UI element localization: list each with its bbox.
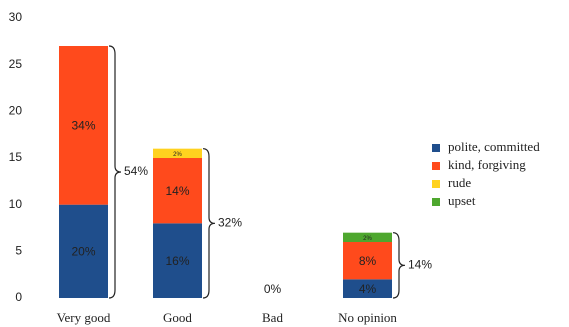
total-label: 54% — [124, 164, 148, 178]
segment-label: 2% — [363, 236, 372, 242]
legend-swatch — [432, 162, 440, 170]
bar-segment — [343, 232, 392, 242]
bar-segment — [59, 46, 108, 205]
bar-segment — [343, 242, 392, 280]
x-tick-label: No opinion — [338, 310, 397, 325]
x-tick-label: Good — [163, 310, 192, 325]
bar-segment — [59, 204, 108, 298]
segment-label: 8% — [359, 254, 377, 268]
segment-label: 34% — [71, 119, 95, 133]
y-tick-label: 10 — [9, 197, 23, 211]
total-label: 0% — [264, 282, 282, 296]
segment-label: 14% — [165, 184, 189, 198]
legend-swatch — [432, 198, 440, 206]
legend-label: upset — [448, 193, 476, 208]
y-tick-label: 30 — [9, 10, 23, 24]
y-tick-label: 20 — [9, 104, 23, 118]
legend-label: polite, committed — [448, 139, 540, 154]
total-label: 32% — [218, 216, 242, 230]
y-tick-label: 25 — [9, 57, 23, 71]
legend-swatch — [432, 144, 440, 152]
x-tick-label: Bad — [262, 310, 283, 325]
bar-segment — [153, 158, 202, 224]
bar-segment — [343, 279, 392, 298]
total-label: 14% — [408, 258, 432, 272]
segment-label: 4% — [359, 282, 377, 296]
bar-segment — [153, 223, 202, 298]
segment-label: 20% — [71, 245, 95, 259]
brace — [202, 148, 216, 299]
segment-label: 2% — [173, 152, 182, 158]
y-tick-label: 5 — [15, 244, 22, 258]
legend-swatch — [432, 180, 440, 188]
y-tick-label: 15 — [9, 150, 23, 164]
x-tick-label: Very good — [57, 310, 111, 325]
legend-label: kind, forgiving — [448, 157, 526, 172]
brace — [392, 232, 406, 299]
legend-label: rude — [448, 175, 471, 190]
bar-segment — [153, 148, 202, 158]
brace — [108, 45, 122, 299]
y-tick-label: 0 — [15, 290, 22, 304]
segment-label: 16% — [165, 254, 189, 268]
